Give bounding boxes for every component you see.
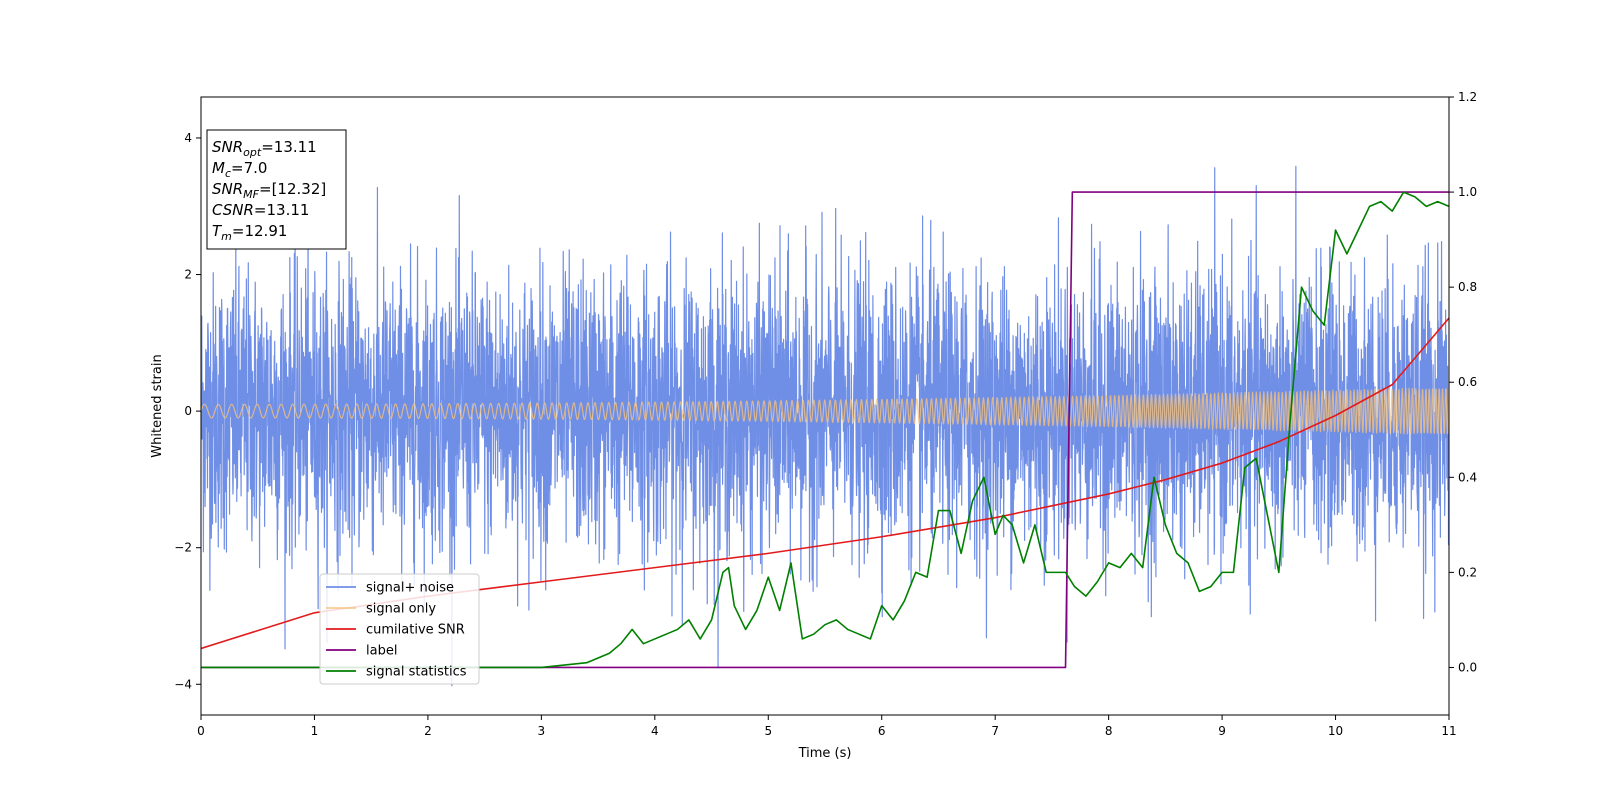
- series-line-signal-noise: [201, 165, 1449, 687]
- legend-label: signal statistics: [366, 665, 467, 680]
- axes-layer: 0 1 2 3 4 5 6 7 8 9 10 11 −4 −2 0 2 4 0.0 0.2 0.4 0.6 0.8 1.0 1…: [174, 90, 1477, 738]
- annotation-line: CSNR=13.11: [212, 201, 309, 219]
- annotation-box: SNRopt=13.11Mc=7.0SNRMF=[12.32]CSNR=13.1…: [206, 129, 347, 250]
- x-tick-label: 0: [197, 724, 205, 738]
- series-line-label: [201, 191, 1449, 669]
- x-tick-label: 5: [764, 724, 772, 738]
- legend-label: label: [366, 644, 397, 659]
- y-tick-label: 4: [184, 131, 192, 145]
- y2-tick-label: 1.0: [1458, 185, 1477, 199]
- x-tick-label: 10: [1328, 724, 1343, 738]
- x-tick-label: 11: [1441, 724, 1456, 738]
- annotation-line: Mc=7.0: [212, 159, 267, 180]
- y-tick-label: −2: [174, 541, 192, 555]
- y-axis-label: Whitened strain: [150, 354, 165, 457]
- legend-label: cumilative SNR: [366, 623, 465, 638]
- y-tick-label: 2: [184, 268, 192, 282]
- x-tick-label: 9: [1218, 724, 1226, 738]
- annotation-line: Tm=12.91: [212, 222, 287, 243]
- y2-tick-label: 0.8: [1458, 280, 1477, 294]
- x-tick-label: 4: [651, 724, 659, 738]
- legend: signal+ noise signal only cumilative SNR la…: [319, 573, 480, 685]
- y2-tick-label: 1.2: [1458, 90, 1477, 104]
- series-line-signal-statistics: [201, 191, 1449, 669]
- x-tick-label: 1: [311, 724, 319, 738]
- x-tick-label: 3: [538, 724, 546, 738]
- y2-tick-label: 0.4: [1458, 470, 1477, 484]
- x-tick-label: 8: [1105, 724, 1113, 738]
- x-axis-label: Time (s): [798, 746, 852, 761]
- x-tick-label: 2: [424, 724, 432, 738]
- y-tick-label: −4: [174, 677, 192, 691]
- series-layer: [201, 165, 1449, 687]
- legend-label: signal+ noise: [366, 581, 454, 596]
- series-line-cumilative-snr: [201, 317, 1449, 650]
- series-line-signal-only: [201, 387, 1449, 435]
- x-tick-label: 7: [991, 724, 999, 738]
- annotation-line: SNRMF=[12.32]: [212, 180, 326, 201]
- y2-tick-label: 0.2: [1458, 565, 1477, 579]
- y-tick-label: 0: [184, 404, 192, 418]
- y2-tick-label: 0.0: [1458, 660, 1477, 674]
- legend-label: signal only: [366, 602, 436, 617]
- legend-frame: [319, 573, 480, 685]
- annotation-frame: [206, 129, 347, 250]
- annotation-line: SNRopt=13.11: [212, 138, 317, 159]
- plot-frame: [200, 96, 1450, 716]
- x-tick-label: 6: [878, 724, 886, 738]
- y2-tick-label: 0.6: [1458, 375, 1477, 389]
